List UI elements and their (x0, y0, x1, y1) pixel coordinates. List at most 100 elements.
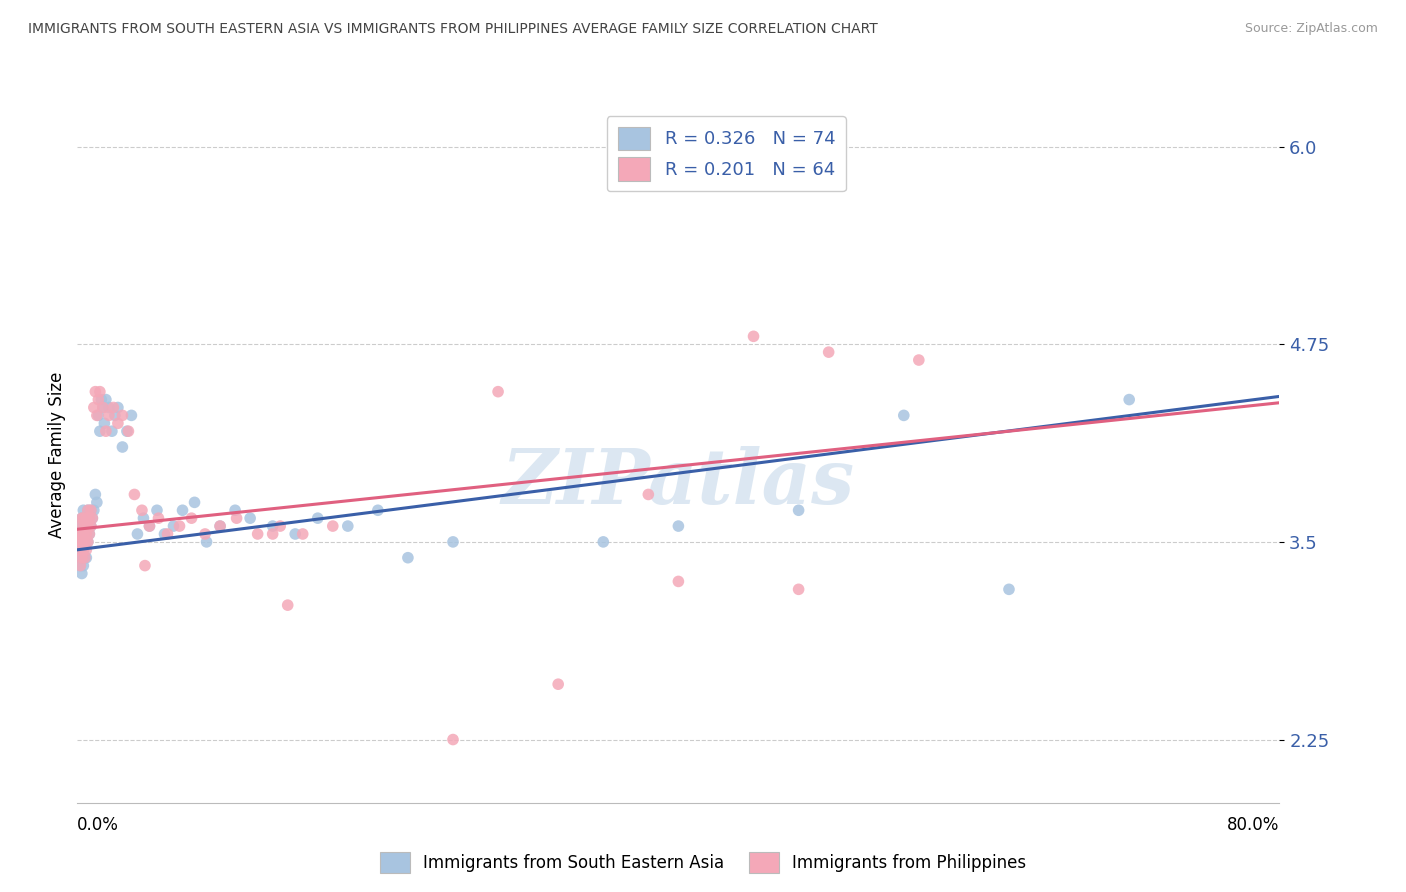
Point (70, 527, 93, 541)
Point (262, 519, 284, 533)
Point (322, 519, 344, 533)
Point (101, 424, 124, 438)
Point (69, 558, 91, 573)
Point (70, 534, 93, 549)
Point (76, 503, 98, 517)
Point (153, 527, 176, 541)
Point (269, 519, 291, 533)
Point (441, 534, 464, 549)
Point (75, 542, 97, 557)
Point (111, 440, 134, 454)
Point (82, 511, 104, 525)
Point (72, 542, 94, 557)
Point (91, 401, 114, 415)
Point (73, 550, 96, 565)
Point (124, 487, 146, 501)
Point (107, 401, 129, 415)
Point (817, 345, 839, 359)
Point (73, 511, 96, 525)
Point (224, 503, 246, 517)
Text: Source: ZipAtlas.com: Source: ZipAtlas.com (1244, 22, 1378, 36)
Point (111, 409, 134, 423)
Point (225, 511, 247, 525)
Point (91, 401, 114, 415)
Point (75, 511, 97, 525)
Point (908, 353, 931, 368)
Point (138, 519, 160, 533)
Point (134, 558, 156, 573)
Point (209, 519, 232, 533)
Point (73, 534, 96, 549)
Point (70, 511, 93, 525)
Point (80, 503, 103, 517)
Point (75, 527, 97, 541)
Point (277, 598, 299, 612)
Y-axis label: Average Family Size: Average Family Size (48, 372, 66, 538)
Point (132, 511, 155, 525)
Point (284, 527, 307, 541)
Point (367, 503, 389, 517)
Point (82, 511, 104, 525)
Point (146, 503, 169, 517)
Point (486, 384, 509, 399)
Point (89, 384, 111, 399)
Point (73, 527, 96, 541)
Point (67, 527, 90, 541)
Point (86, 495, 108, 509)
Legend: Immigrants from South Eastern Asia, Immigrants from Philippines: Immigrants from South Eastern Asia, Immi… (373, 846, 1033, 880)
Point (441, 732, 464, 747)
Point (396, 550, 419, 565)
Point (183, 495, 205, 509)
Point (79, 511, 101, 525)
Point (120, 409, 142, 423)
Point (262, 527, 284, 541)
Point (668, 574, 690, 589)
Point (83, 401, 105, 415)
Point (70, 550, 93, 565)
Point (76, 534, 98, 549)
Point (84, 384, 107, 399)
Point (104, 409, 127, 423)
Point (246, 527, 269, 541)
Text: 0.0%: 0.0% (77, 816, 120, 834)
Point (75, 550, 97, 565)
Point (336, 519, 359, 533)
Point (70, 511, 93, 525)
Point (209, 519, 232, 533)
Point (94, 424, 117, 438)
Point (115, 424, 138, 438)
Point (787, 503, 810, 517)
Point (291, 527, 314, 541)
Point (75, 511, 97, 525)
Point (668, 519, 690, 533)
Point (73, 550, 96, 565)
Point (69, 519, 91, 533)
Point (72, 511, 94, 525)
Point (79, 511, 101, 525)
Point (162, 519, 184, 533)
Point (169, 519, 191, 533)
Point (80, 503, 103, 517)
Point (72, 519, 94, 533)
Point (80, 519, 103, 533)
Point (87, 409, 110, 423)
Point (79, 527, 101, 541)
Point (67, 534, 90, 549)
Point (592, 534, 614, 549)
Point (547, 677, 569, 691)
Point (73, 519, 96, 533)
Point (742, 329, 765, 343)
Point (787, 582, 810, 597)
Point (307, 511, 329, 525)
Point (70, 566, 93, 581)
Point (148, 511, 170, 525)
Point (75, 527, 97, 541)
Point (70, 550, 93, 565)
Point (103, 401, 125, 415)
Point (239, 511, 262, 525)
Point (84, 487, 107, 501)
Point (72, 527, 94, 541)
Point (76, 519, 98, 533)
Point (67, 542, 90, 557)
Point (127, 527, 149, 541)
